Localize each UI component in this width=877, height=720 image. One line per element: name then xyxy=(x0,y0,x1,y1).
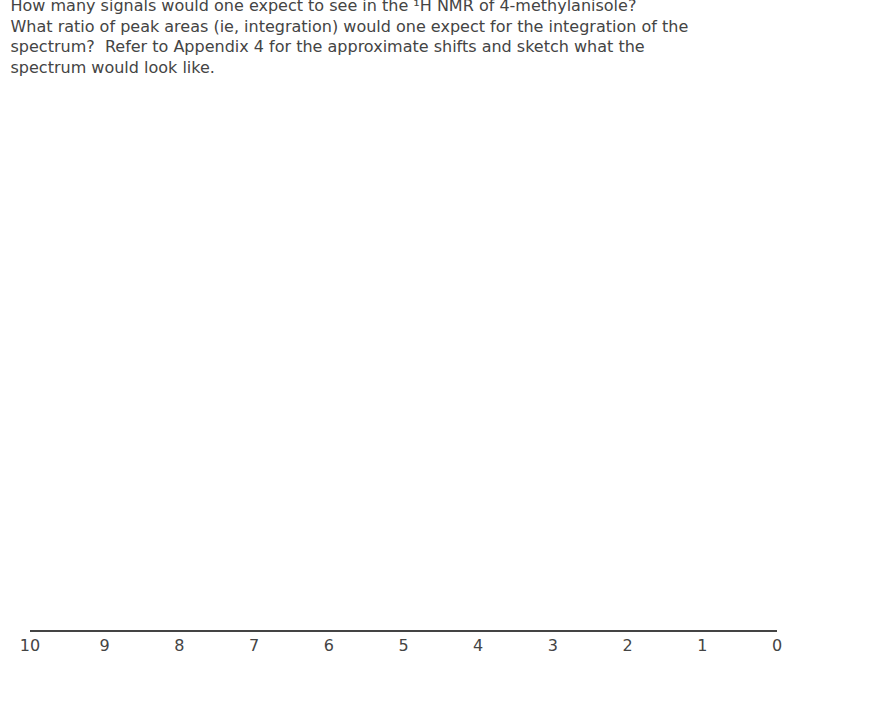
svg-text:9: 9 xyxy=(100,636,110,655)
svg-text:8: 8 xyxy=(174,636,184,655)
svg-text:10: 10 xyxy=(20,636,40,655)
svg-text:3: 3 xyxy=(548,636,558,655)
svg-text:1: 1 xyxy=(697,636,707,655)
svg-text:0: 0 xyxy=(772,636,782,655)
svg-text:How many signals would one exp: How many signals would one expect to see… xyxy=(11,0,689,77)
svg-text:7: 7 xyxy=(249,636,259,655)
svg-text:6: 6 xyxy=(324,636,334,655)
svg-text:4: 4 xyxy=(473,636,483,655)
svg-text:2: 2 xyxy=(623,636,633,655)
svg-text:5: 5 xyxy=(398,636,408,655)
